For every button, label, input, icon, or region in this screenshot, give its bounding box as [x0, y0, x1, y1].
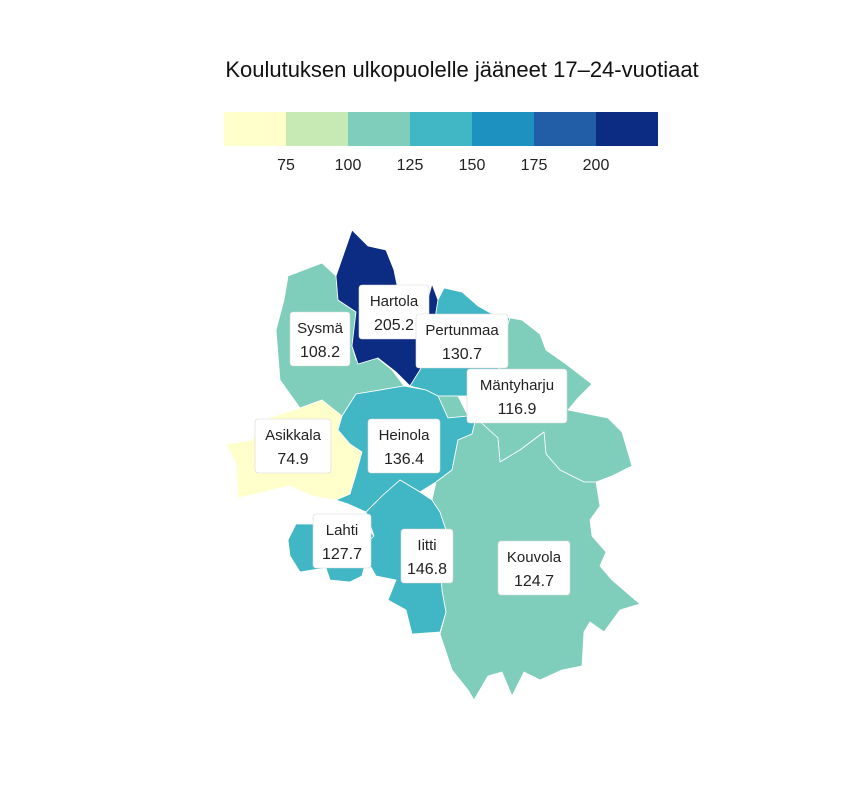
region-label: Mäntyharju 116.9 [466, 368, 568, 424]
region-label: Lahti 127.7 [312, 513, 372, 569]
region-label-box [254, 418, 332, 474]
legend-tick-label: 75 [277, 157, 295, 174]
legend-tick-label: 150 [459, 157, 486, 174]
legend-swatch [410, 112, 472, 146]
legend-tick-label: 200 [583, 157, 610, 174]
region-label: Kouvola 124.7 [497, 540, 571, 596]
region-value: 124.7 [514, 573, 554, 590]
region-name: Heinola [379, 427, 431, 444]
region-label-box [497, 540, 571, 596]
region-label-box [400, 528, 454, 584]
legend-swatch [596, 112, 658, 146]
region-value: 130.7 [442, 346, 482, 363]
region-value: 108.2 [300, 344, 340, 361]
region-value: 136.4 [384, 451, 424, 468]
legend-swatch [224, 112, 286, 146]
region-value: 74.9 [277, 451, 308, 468]
region-name: Sysmä [297, 320, 344, 337]
region-name: Lahti [326, 522, 359, 539]
region-value: 116.9 [498, 401, 537, 418]
region-name: Iitti [417, 537, 436, 554]
region-label: Hartola 205.2 [358, 284, 430, 340]
labels-layer: Hartola 205.2 Sysmä 108.2 Pertunmaa 130.7 Mänt… [254, 284, 571, 596]
region-name: Kouvola [507, 549, 562, 566]
region-label: Sysmä 108.2 [289, 311, 351, 367]
region-label-box [466, 368, 568, 424]
legend-swatch [286, 112, 348, 146]
legend-tick-label: 125 [397, 157, 424, 174]
region-label: Heinola 136.4 [367, 418, 441, 474]
region-label: Iitti 146.8 [400, 528, 454, 584]
legend-tick-label: 100 [335, 157, 362, 174]
region-name: Asikkala [265, 427, 322, 444]
legend-swatch [472, 112, 534, 146]
region-label: Asikkala 74.9 [254, 418, 332, 474]
region-name: Pertunmaa [425, 322, 499, 339]
legend-swatch [348, 112, 410, 146]
region-value: 205.2 [374, 317, 414, 334]
legend-tick-label: 175 [521, 157, 548, 174]
region-value: 146.8 [407, 561, 447, 578]
region-label-box [358, 284, 430, 340]
map-title: Koulutuksen ulkopuolelle jääneet 17–24-v… [225, 57, 698, 82]
region-label-box [289, 311, 351, 367]
region-label-box [367, 418, 441, 474]
region-label-box [415, 313, 509, 369]
color-legend: 75 100 125 150 175 200 [224, 112, 658, 174]
region-label: Pertunmaa 130.7 [415, 313, 509, 369]
region-name: Mäntyharju [480, 377, 554, 394]
region-value: 127.7 [322, 546, 362, 563]
legend-swatch [534, 112, 596, 146]
region-label-box [312, 513, 372, 569]
region-name: Hartola [370, 293, 419, 310]
